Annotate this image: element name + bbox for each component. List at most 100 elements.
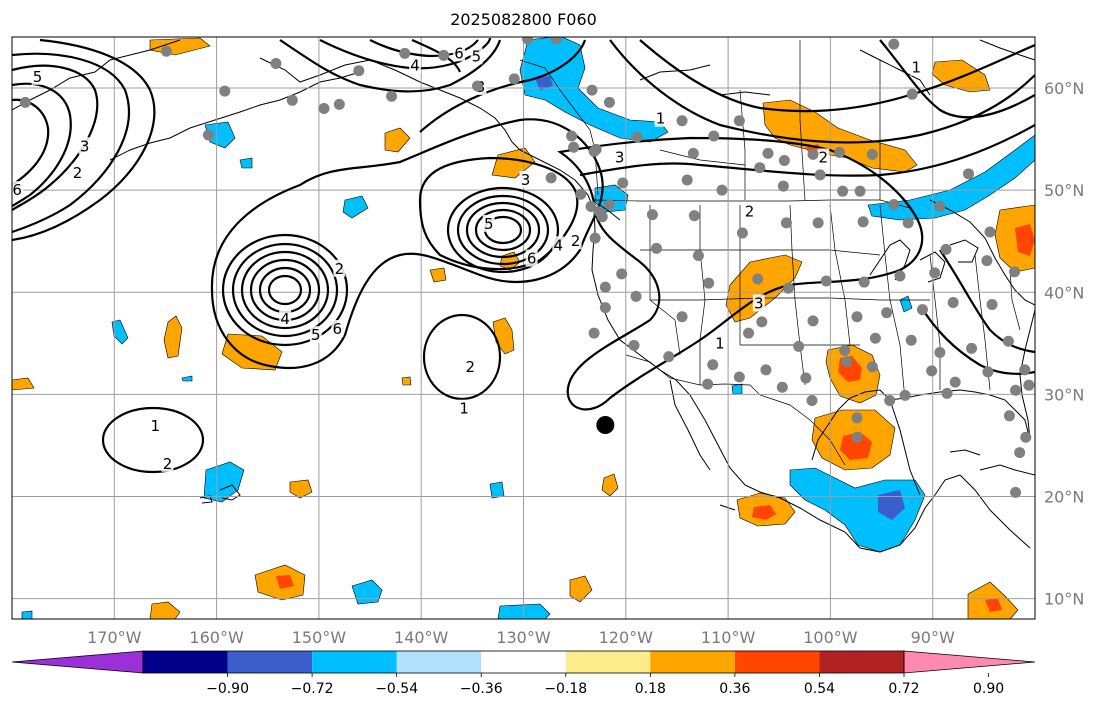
contour-label: 2 [163,455,173,473]
station-dot [628,339,640,351]
station-dot [1019,364,1031,376]
station-dot [743,327,755,339]
station-dot [851,311,863,323]
longitude-tick-label: 150°W [292,628,347,647]
contour-label: 2 [73,164,83,182]
station-dot [884,394,896,406]
station-dot [905,334,917,346]
station-dot [599,302,611,314]
longitude-tick-label: 140°W [394,628,449,647]
station-dot [940,243,952,255]
latitude-tick-label: 60°N [1044,79,1084,98]
colorbar-tick-label: −0.36 [460,681,503,697]
contour-label-background [569,232,582,250]
contour-label: 1 [912,59,922,77]
station-dot [778,155,790,167]
station-dot [202,129,214,141]
gridlines [12,37,1035,619]
contour-label: 4 [410,57,420,75]
colorbar-tick-label: 0.36 [719,681,750,697]
contour-label: 6 [333,320,343,338]
colorbar-frame [142,650,905,674]
station-dot [1020,431,1032,443]
station-dot [760,364,772,376]
station-dot [708,130,720,142]
station-dot [902,217,914,229]
station-dot [716,184,728,196]
colorbar-swatch [396,651,482,673]
station-dot [19,96,31,108]
colorbar-swatch [734,651,820,673]
longitude-tick-label: 100°W [803,628,858,647]
station-dot [782,282,794,294]
station-dot [219,85,231,97]
station-dot [926,365,938,377]
longitude-tick-label: 160°W [189,628,244,647]
contour-label-background [817,148,830,166]
contour-label-background [525,249,538,267]
station-dot [353,65,365,77]
station-dot [687,147,699,159]
station-dot [1010,384,1022,396]
station-dot [702,378,714,390]
contour-label-background [279,309,292,327]
colorbar: −0.90 −0.72 −0.54 −0.36 −0.18 0.18 0.36 0.54 0.7… [11,650,1036,697]
station-dot [982,366,994,378]
contour-label: 5 [484,215,494,233]
station-dot [888,198,900,210]
contour-label: 1 [459,400,469,418]
colorbar-tick-label: −0.54 [375,681,418,697]
contour-label-background [464,357,477,375]
station-dot [617,177,629,189]
colorbar-swatch [143,651,228,673]
station-dot [545,172,557,184]
station-dot [752,273,764,285]
colorbar-swatch [481,651,566,673]
latitude-tick-label: 20°N [1044,487,1084,506]
contour-label-background [71,163,84,181]
colorbar-tick-label: 0.54 [804,681,835,697]
contour-label: 4 [280,310,290,328]
station-dot [854,185,866,197]
station-dot [1014,447,1026,459]
station-dot [941,387,953,399]
contour-label: 2 [571,232,581,250]
colorbar-extend-high [903,650,1036,674]
station-dot [399,47,411,59]
latitude-tick-label: 40°N [1044,283,1084,302]
station-dot [858,276,870,288]
contour-label: 2 [335,260,345,278]
station-dot [631,131,643,143]
station-dot [566,130,578,142]
contour-label-background [613,148,626,166]
contour-label: 6 [527,250,537,268]
station-dot [841,356,853,368]
station-dot [333,98,345,110]
station-dot [851,431,863,443]
station-dot [603,96,615,108]
station-dot [934,200,946,212]
anomaly-negative-fill [21,37,1035,619]
contour-label-background [78,137,91,155]
station-dot [1002,335,1014,347]
station-dot [692,250,704,262]
station-dot [575,188,587,200]
station-dot [812,217,824,229]
station-dot [963,168,975,180]
station-dot [916,304,928,316]
station-dot [981,255,993,267]
contour-label-background [519,170,532,188]
contour-label: 3 [80,137,90,155]
station-dot [663,351,675,363]
station-dot [929,267,941,279]
station-dot [676,115,688,127]
station-dot [869,332,881,344]
station-dot [588,327,600,339]
contour-label-background [331,320,344,338]
station-dot [807,315,819,327]
contour-label-background [752,294,765,312]
station-dot [438,49,450,61]
station-dot [776,381,788,393]
contour-label-background [12,181,24,199]
